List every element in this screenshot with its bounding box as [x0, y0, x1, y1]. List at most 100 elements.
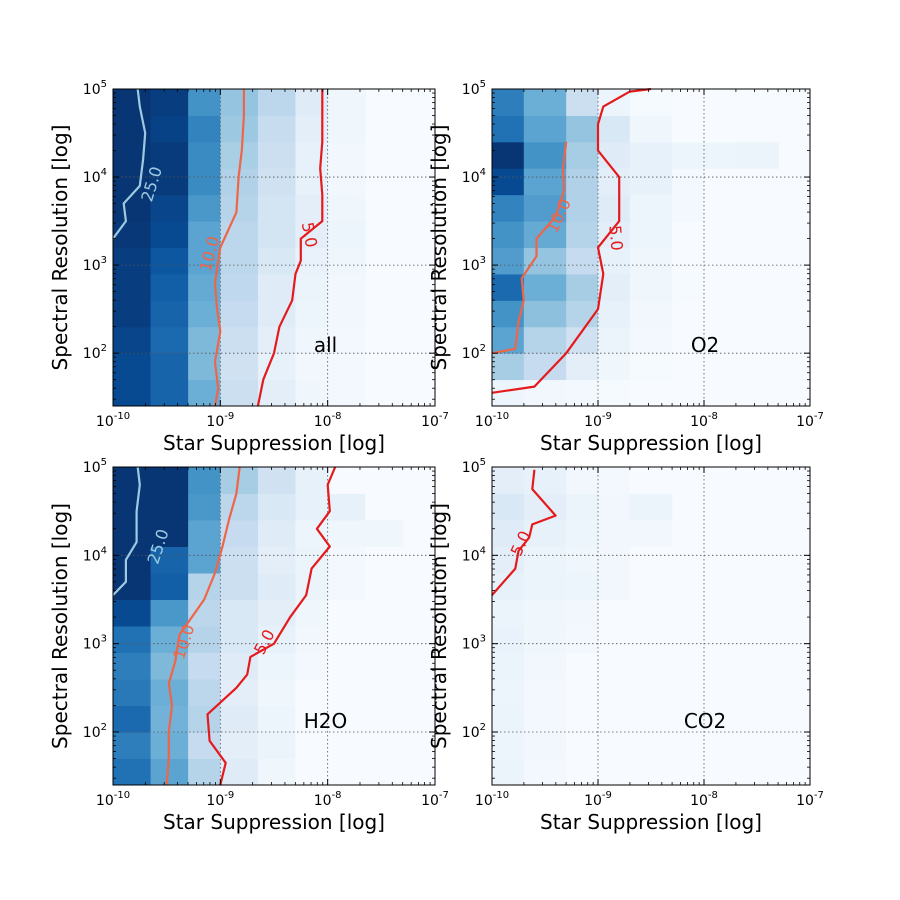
heatmap-cell: [523, 599, 567, 627]
heatmap-cell: [327, 599, 366, 627]
heatmap-cell: [672, 758, 705, 786]
heatmap-cell: [327, 273, 366, 301]
y-tick-label: 103: [462, 634, 486, 653]
heatmap-cell: [492, 273, 525, 301]
heatmap-cell: [295, 679, 329, 706]
heatmap-cell: [327, 221, 366, 248]
heatmap-cell: [629, 353, 673, 381]
heatmap-cell: [523, 626, 567, 653]
heatmap-cell: [113, 168, 152, 196]
y-axis-title: Spectral Resolution [log]: [427, 503, 451, 749]
heatmap-cell: [188, 758, 221, 786]
heatmap-cell: [365, 652, 404, 680]
heatmap-cell: [523, 679, 567, 706]
heatmap-cell: [566, 493, 599, 521]
x-axis-title: Star Suppression [log]: [163, 431, 385, 455]
heatmap-cell: [188, 705, 221, 733]
heatmap-cell: [113, 353, 152, 381]
heatmap-cell: [295, 141, 329, 169]
heatmap-cell: [629, 626, 673, 653]
heatmap-cell: [365, 520, 404, 547]
contour-line: [491, 141, 568, 355]
heatmap-cell: [672, 168, 705, 196]
heatmap-cell: [113, 626, 152, 653]
heatmap-cell: [257, 194, 296, 222]
heatmap-cell: [257, 89, 296, 116]
heatmap-cell: [365, 573, 404, 600]
heatmap-cell: [566, 300, 599, 328]
heatmap-cell: [188, 194, 221, 222]
heatmap-cell: [327, 89, 366, 116]
heatmap-cell: [598, 679, 631, 706]
heatmap-cell: [113, 652, 152, 680]
heatmap-cell: [672, 141, 705, 169]
heatmap-cell: [523, 221, 567, 248]
heatmap-cell: [150, 221, 189, 248]
heatmap-cell: [523, 467, 567, 494]
heatmap-cell: [295, 467, 329, 494]
heatmap-cell: [598, 194, 631, 222]
heatmap-cell: [704, 115, 737, 143]
heatmap-cell: [566, 652, 599, 680]
x-axis-title: Star Suppression [log]: [540, 810, 762, 834]
heatmap-cell: [150, 599, 189, 627]
heatmap-cell: [257, 732, 296, 759]
heatmap-cell: [566, 247, 599, 275]
heatmap-cell: [257, 652, 296, 680]
heatmap-cell: [598, 379, 631, 407]
heatmap-cell: [598, 141, 631, 169]
heatmap-cell: [188, 168, 221, 196]
contour-line: [165, 466, 241, 786]
heatmap-cell: [257, 599, 296, 627]
x-tick-label: 10-10: [475, 790, 509, 809]
y-tick-label: 105: [462, 79, 486, 98]
x-tick-label: 10-8: [314, 411, 342, 430]
heatmap-cell: [735, 247, 779, 275]
heatmap-cell: [150, 546, 189, 574]
heatmap-cell: [220, 546, 259, 574]
x-tick-label: 10-8: [314, 790, 342, 809]
heatmap-cell: [150, 353, 189, 381]
contour-label: 5.0: [605, 224, 626, 251]
heatmap-cell: [113, 141, 152, 169]
heatmap-cell: [492, 168, 525, 196]
heatmap-cell: [704, 679, 737, 706]
heatmap-cell: [113, 520, 152, 547]
axes-frame: [491, 88, 811, 407]
heatmap-cell: [327, 732, 366, 759]
x-tick-label: 10-7: [796, 790, 824, 809]
heatmap-cell: [220, 326, 259, 354]
heatmap-cell: [598, 300, 631, 328]
y-tick-label: 104: [83, 545, 107, 564]
heatmap-cell: [598, 221, 631, 248]
heatmap-cell: [257, 573, 296, 600]
heatmap-cell: [735, 300, 779, 328]
heatmap-cell: [566, 573, 599, 600]
heatmap-cell: [523, 168, 567, 196]
heatmap-cell: [735, 467, 779, 494]
heatmap-cell: [523, 273, 567, 301]
heatmap-cell: [566, 353, 599, 381]
heatmap-cell: [566, 520, 599, 547]
x-tick-label: 10-7: [421, 790, 449, 809]
heatmap-cell: [257, 115, 296, 143]
panel-all: 25.010.0 5.010-10 10-9 10-8 10-7102103104105…: [48, 79, 449, 455]
heatmap-cell: [523, 758, 567, 786]
x-tick-label: 10-8: [690, 411, 718, 430]
heatmap-cell: [704, 546, 737, 574]
contour-line: [112, 88, 147, 240]
x-tick-label: 10-8: [690, 790, 718, 809]
heatmap-cell: [327, 141, 366, 169]
heatmap-cell: [629, 467, 673, 494]
heatmap-cell: [598, 168, 631, 196]
heatmap-cell: [113, 379, 152, 407]
contour-line: [112, 466, 141, 596]
heatmap-cell: [672, 353, 705, 381]
heatmap-cell: [257, 168, 296, 196]
heatmap-cell: [672, 379, 705, 407]
heatmap-cell: [672, 326, 705, 354]
heatmap-cell: [672, 467, 705, 494]
heatmap-cell: [113, 758, 152, 786]
y-tick-label: 103: [83, 255, 107, 274]
heatmap-cell: [295, 705, 329, 733]
